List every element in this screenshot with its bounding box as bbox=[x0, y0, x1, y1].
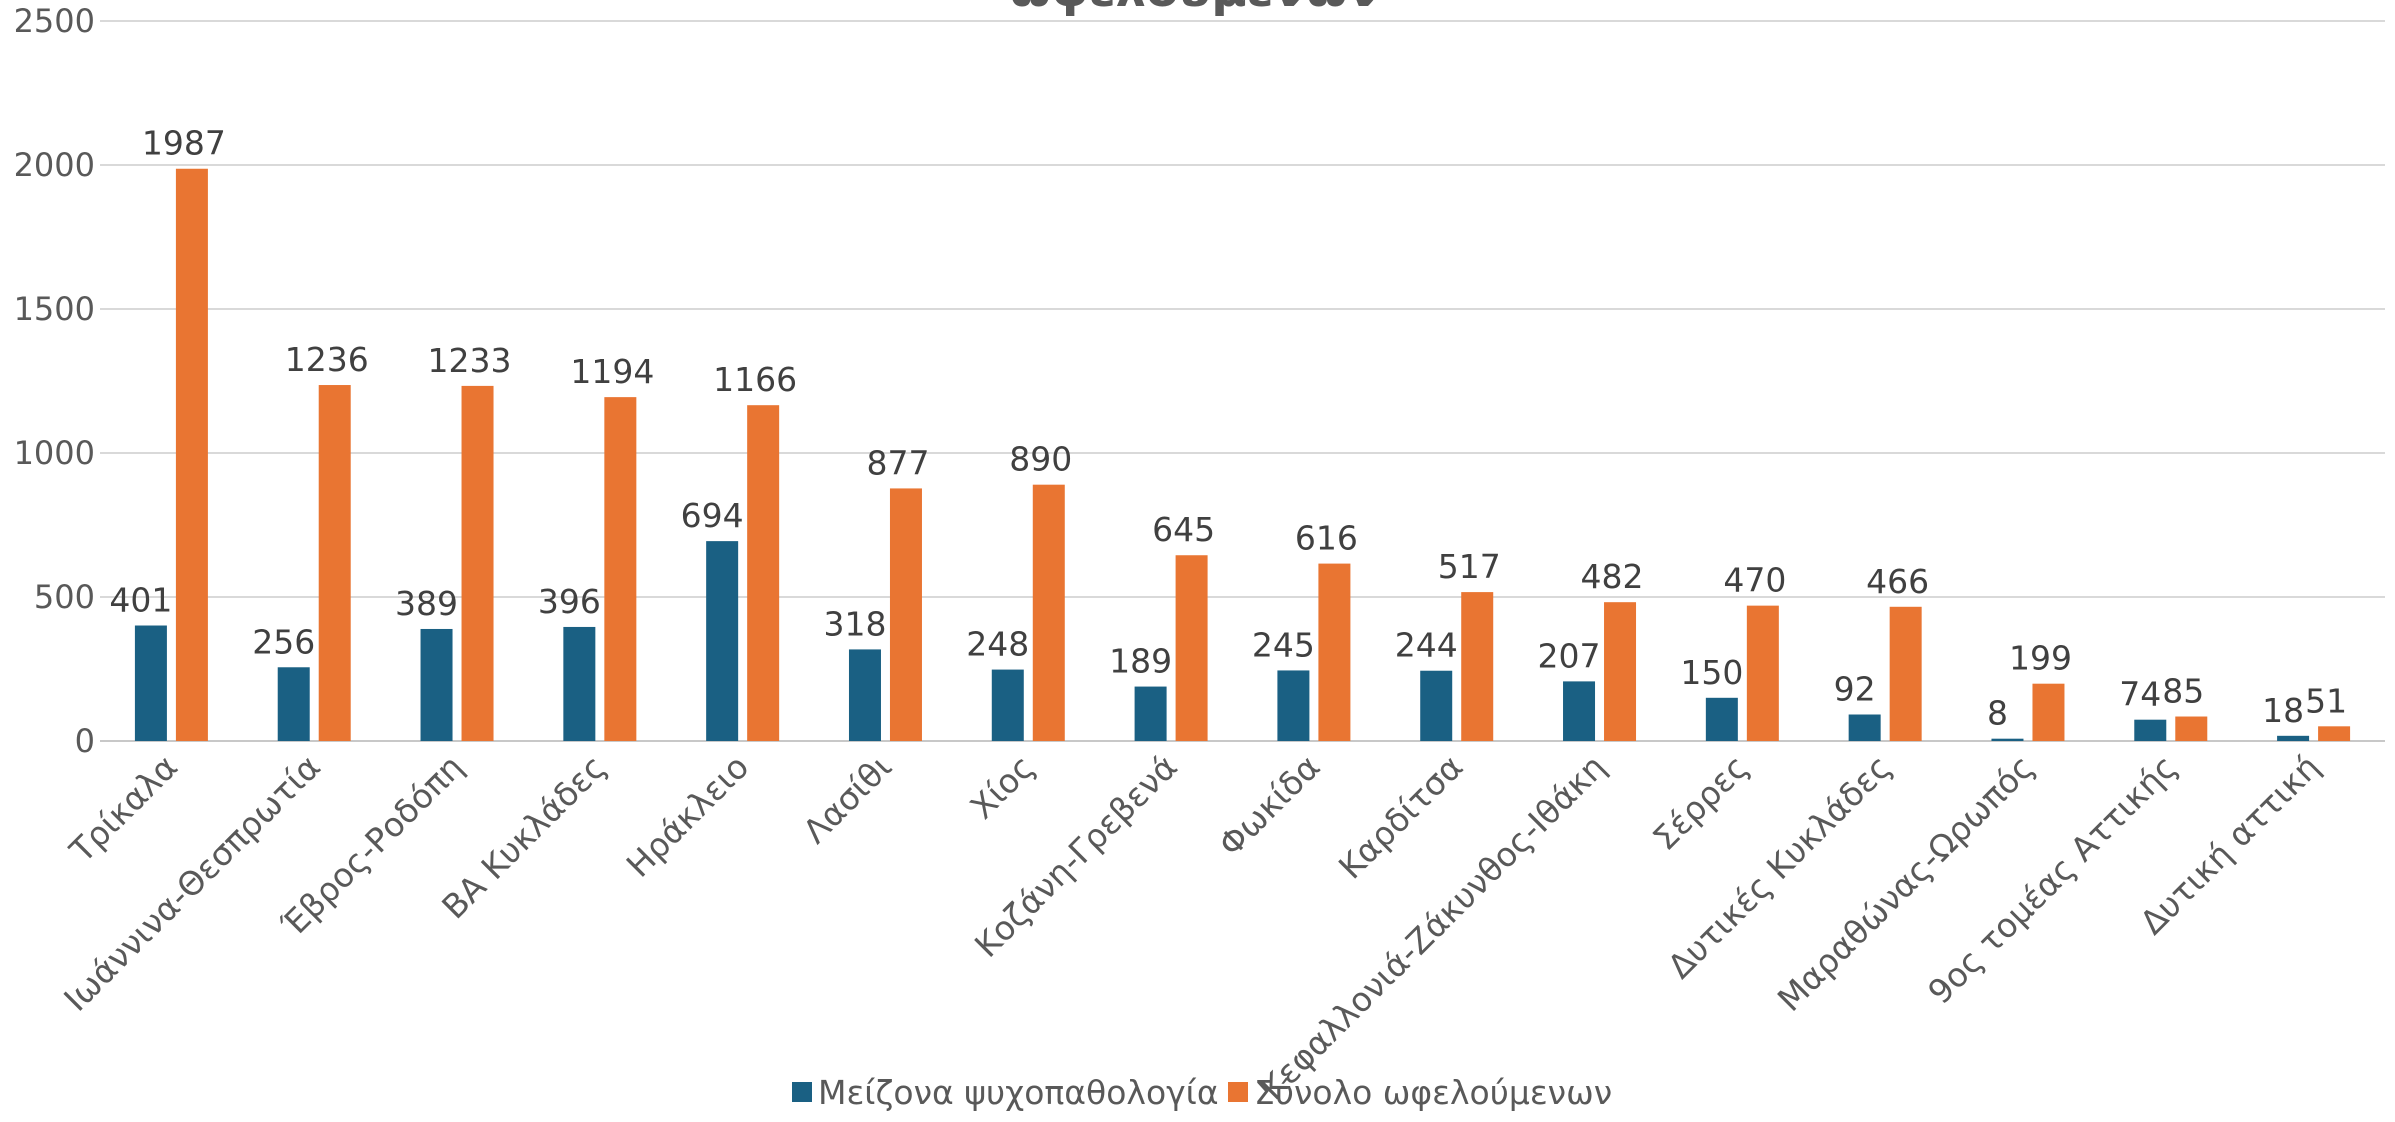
bars bbox=[134, 168, 2351, 741]
data-label: 92 bbox=[1834, 670, 1876, 709]
data-label: 1233 bbox=[428, 341, 512, 380]
data-label: 248 bbox=[966, 625, 1029, 664]
data-label: 517 bbox=[1438, 547, 1501, 586]
bar bbox=[1746, 605, 1779, 741]
data-label: 150 bbox=[1680, 653, 1743, 692]
data-label: 401 bbox=[109, 581, 172, 620]
y-tick-label: 500 bbox=[34, 578, 95, 616]
legend: Μείζονα ψυχοπαθολογία Σύνολο ωφελούμενων bbox=[792, 1073, 1612, 1112]
data-label: 890 bbox=[1009, 440, 1072, 479]
x-tick-label: Ιωάννινα-Θεσπρωτία bbox=[56, 747, 328, 1019]
data-labels: 4011987256123638912333961194694116631887… bbox=[109, 124, 2347, 733]
data-label: 74 bbox=[2119, 675, 2161, 714]
bar bbox=[604, 397, 637, 741]
y-tick-label: 1000 bbox=[14, 434, 95, 472]
x-tick-label: Καρδίτσα bbox=[1331, 747, 1470, 886]
bar bbox=[1032, 484, 1065, 741]
data-label: 245 bbox=[1252, 625, 1315, 664]
bar bbox=[175, 168, 208, 741]
data-label: 199 bbox=[2009, 639, 2072, 678]
bar bbox=[1461, 592, 1494, 741]
bar bbox=[1277, 670, 1310, 741]
data-label: 318 bbox=[823, 604, 886, 643]
bar bbox=[1134, 686, 1167, 741]
data-label: 244 bbox=[1395, 626, 1458, 665]
x-tick-label: Φωκίδα bbox=[1211, 747, 1328, 864]
bar bbox=[2318, 726, 2351, 741]
data-label: 51 bbox=[2305, 681, 2347, 720]
bar bbox=[461, 385, 494, 741]
y-tick-label: 0 bbox=[75, 722, 95, 760]
legend-label: Μείζονα ψυχοπαθολογία bbox=[818, 1073, 1219, 1112]
legend-swatch bbox=[792, 1082, 812, 1102]
bar bbox=[1420, 670, 1453, 741]
legend-label: Σύνολο ωφελούμενων bbox=[1254, 1073, 1612, 1112]
x-tick-label: Ηράκλειο bbox=[619, 747, 757, 885]
x-axis-ticks: ΤρίκαλαΙωάννινα-ΘεσπρωτίαΈβρος-ΡοδόπηΒΑ … bbox=[56, 747, 2327, 1107]
data-label: 470 bbox=[1723, 561, 1786, 600]
data-label: 1987 bbox=[142, 124, 226, 163]
bar bbox=[1604, 602, 1637, 741]
x-tick-label: Μαραθώνας-Ωρωπός bbox=[1770, 747, 2042, 1019]
bar bbox=[991, 669, 1024, 741]
data-label: 1194 bbox=[570, 352, 654, 391]
bar bbox=[277, 667, 310, 741]
bar bbox=[134, 625, 167, 741]
y-tick-label: 2500 bbox=[14, 2, 95, 40]
bar bbox=[318, 385, 351, 741]
bar bbox=[848, 649, 881, 741]
bar bbox=[2277, 735, 2310, 741]
bar bbox=[1889, 606, 1922, 741]
bar bbox=[706, 541, 739, 741]
bar bbox=[2032, 683, 2065, 741]
bar bbox=[1175, 555, 1208, 741]
x-tick-label: Τρίκαλα bbox=[61, 747, 185, 871]
chart-title: ωφελούμενων bbox=[1010, 0, 1381, 18]
bar bbox=[889, 488, 922, 741]
data-label: 1166 bbox=[713, 360, 797, 399]
bar bbox=[1705, 697, 1738, 741]
legend-swatch bbox=[1228, 1082, 1248, 1102]
data-label: 256 bbox=[252, 622, 315, 661]
y-tick-label: 1500 bbox=[14, 290, 95, 328]
bar bbox=[563, 626, 596, 741]
data-label: 694 bbox=[681, 496, 744, 535]
x-tick-label: Χίος bbox=[962, 747, 1041, 826]
x-tick-label: 9ος τομέας Αττικής bbox=[1920, 747, 2184, 1011]
bar bbox=[2175, 716, 2208, 741]
data-label: 8 bbox=[1987, 694, 2008, 733]
data-label: 189 bbox=[1109, 642, 1172, 681]
data-label: 482 bbox=[1581, 557, 1644, 596]
bar bbox=[420, 628, 453, 741]
x-tick-label: Λασίθι bbox=[795, 747, 899, 851]
bar bbox=[1563, 681, 1596, 741]
data-label: 1236 bbox=[285, 340, 369, 379]
data-label: 207 bbox=[1538, 636, 1601, 675]
bar bbox=[2134, 719, 2167, 741]
bar bbox=[1848, 714, 1881, 741]
bar bbox=[1318, 563, 1351, 741]
data-label: 466 bbox=[1866, 562, 1929, 601]
data-label: 396 bbox=[538, 582, 601, 621]
y-axis-ticks: 0 500 1000 1500 2000 2500 bbox=[14, 2, 95, 760]
data-label: 616 bbox=[1295, 519, 1358, 558]
bar bbox=[747, 405, 780, 741]
bar bbox=[1991, 738, 2024, 741]
data-label: 877 bbox=[866, 443, 929, 482]
data-label: 18 bbox=[2262, 691, 2304, 730]
data-label: 85 bbox=[2162, 672, 2204, 711]
y-tick-label: 2000 bbox=[14, 146, 95, 184]
data-label: 389 bbox=[395, 584, 458, 623]
x-tick-label: Σέρρες bbox=[1645, 747, 1756, 858]
data-label: 645 bbox=[1152, 510, 1215, 549]
